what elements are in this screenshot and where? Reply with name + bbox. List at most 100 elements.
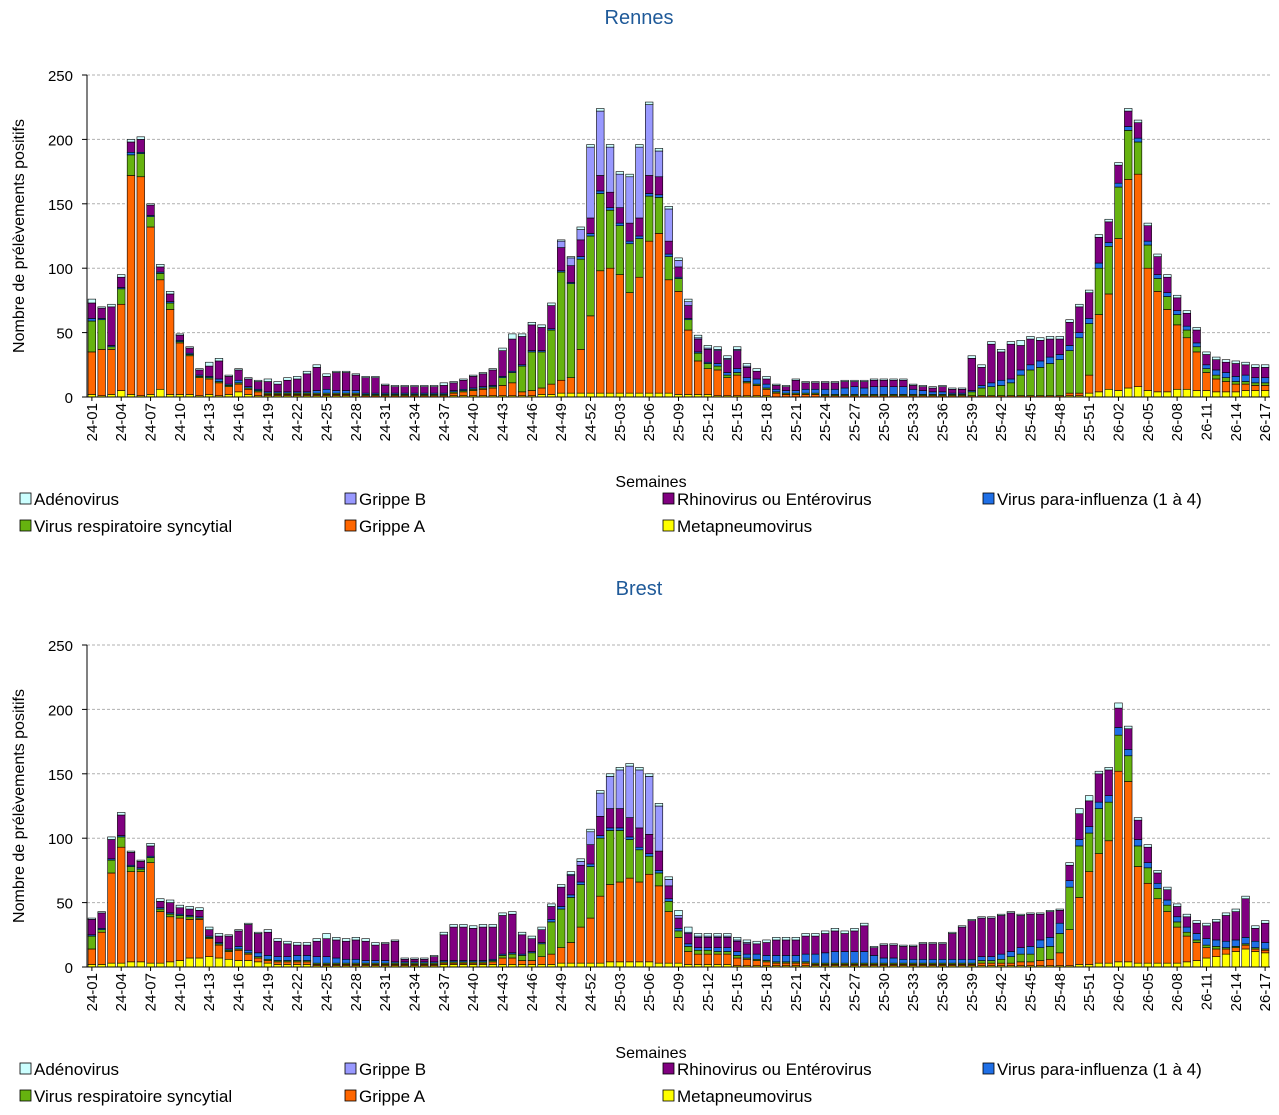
- bar-segment: [625, 839, 634, 879]
- bar-segment: [1182, 931, 1192, 937]
- bar-segment: [1006, 962, 1016, 967]
- bar-segment: [175, 904, 185, 909]
- bar-segment: [146, 226, 155, 395]
- x-tick-label: 24-37: [436, 973, 453, 1011]
- bar-segment: [557, 908, 566, 948]
- bar-segment: [244, 960, 253, 968]
- bar-segment: [752, 943, 761, 955]
- bar-segment: [312, 367, 321, 391]
- bar-segment: [488, 369, 497, 386]
- bar-segment: [107, 839, 116, 860]
- bar-segment: [117, 836, 126, 848]
- x-tick-label: 25-33: [905, 973, 922, 1011]
- bar-segment: [1065, 880, 1074, 888]
- bar-segment: [156, 388, 165, 398]
- bar-segment: [87, 917, 97, 920]
- bar-segment: [1192, 351, 1201, 391]
- bar-segment: [1124, 110, 1133, 127]
- bar-segment: [117, 962, 126, 968]
- bar-segment: [283, 940, 292, 945]
- bar-segment: [605, 191, 615, 208]
- axes: 0 50 100 150 200 250 24-01 24-04 24-07 24-10 24-13…: [48, 68, 1274, 441]
- bar-segment: [1104, 218, 1113, 223]
- bar-segment: [1143, 867, 1152, 884]
- bar-segment: [605, 776, 615, 809]
- bar-segment: [605, 808, 615, 829]
- legend-swatch: [982, 492, 995, 505]
- bar-segment: [1192, 327, 1201, 331]
- bar-segment: [1085, 795, 1094, 802]
- bar-segment: [869, 386, 879, 395]
- bar-segment: [596, 175, 605, 192]
- bar-segment: [605, 961, 615, 968]
- bar-segment: [263, 960, 272, 964]
- bar-segment: [693, 352, 703, 362]
- legend-swatch: [662, 519, 675, 532]
- bar-segment: [341, 370, 351, 373]
- bar-segment: [97, 911, 106, 914]
- bar-segment: [87, 298, 97, 304]
- bar-segment: [938, 943, 947, 960]
- bar-segment: [107, 872, 116, 964]
- bar-segment: [557, 962, 566, 968]
- bar-segment: [586, 392, 595, 398]
- bar-segment: [1114, 727, 1123, 736]
- bar-segment: [596, 108, 605, 112]
- bar-segment: [596, 392, 605, 398]
- bar-segment: [586, 217, 595, 234]
- bar-segment: [605, 207, 615, 211]
- bar-segment: [645, 855, 654, 875]
- x-tick-label: 26-11: [1198, 403, 1215, 440]
- bar-segment: [1085, 289, 1094, 293]
- bar-segment: [723, 377, 732, 397]
- bar-segment: [1055, 908, 1064, 911]
- bar-segment: [547, 919, 556, 923]
- x-tick-label: 25-27: [846, 973, 863, 1011]
- bar-segment: [547, 383, 556, 395]
- bar-segment: [645, 773, 654, 777]
- bar-segment: [576, 881, 585, 885]
- bar-segment: [596, 790, 605, 794]
- bar-segment: [1231, 951, 1240, 968]
- bar-segment: [987, 962, 996, 967]
- bar-segment: [146, 862, 155, 964]
- bar-segment: [723, 937, 732, 948]
- y-tick-label: 250: [48, 68, 73, 85]
- bar-segment: [371, 376, 380, 378]
- bar-segment: [889, 944, 898, 959]
- bar-segment: [840, 379, 849, 382]
- bar-segment: [586, 863, 595, 867]
- bar-segment: [615, 171, 624, 175]
- bar-segment: [1045, 946, 1055, 960]
- bar-segment: [1173, 324, 1182, 390]
- x-tick-label: 25-39: [964, 403, 981, 441]
- bar-segment: [1036, 367, 1045, 397]
- legend-label: Virus para-influenza (1 à 4): [997, 490, 1202, 509]
- bar-segment: [341, 940, 351, 960]
- bar-segment: [850, 928, 859, 932]
- bar-segment: [1055, 359, 1064, 397]
- x-tick-label: 25-45: [1022, 973, 1039, 1011]
- bar-segment: [762, 376, 771, 380]
- bar-segment: [566, 377, 576, 394]
- y-tick-label: 50: [56, 326, 73, 343]
- bar-segment: [635, 961, 644, 968]
- bar-segment: [1202, 922, 1211, 927]
- bar-segment: [742, 367, 752, 378]
- bar-segment: [449, 926, 458, 961]
- bar-segment: [537, 943, 546, 958]
- bar-segment: [312, 940, 321, 957]
- bar-segment: [821, 381, 830, 384]
- bar-segment: [146, 216, 155, 228]
- bar-segment: [948, 958, 957, 964]
- bar-segment: [449, 924, 458, 928]
- bar-segment: [909, 385, 918, 390]
- bar-segment: [928, 391, 937, 395]
- bar-segment: [1173, 926, 1182, 964]
- bar-segment: [1026, 953, 1035, 963]
- bar-segment: [1173, 921, 1182, 928]
- bar-segment: [410, 958, 419, 963]
- x-tick-label: 25-36: [934, 403, 951, 441]
- bar-segment: [781, 386, 791, 391]
- bar-segment: [1085, 318, 1094, 324]
